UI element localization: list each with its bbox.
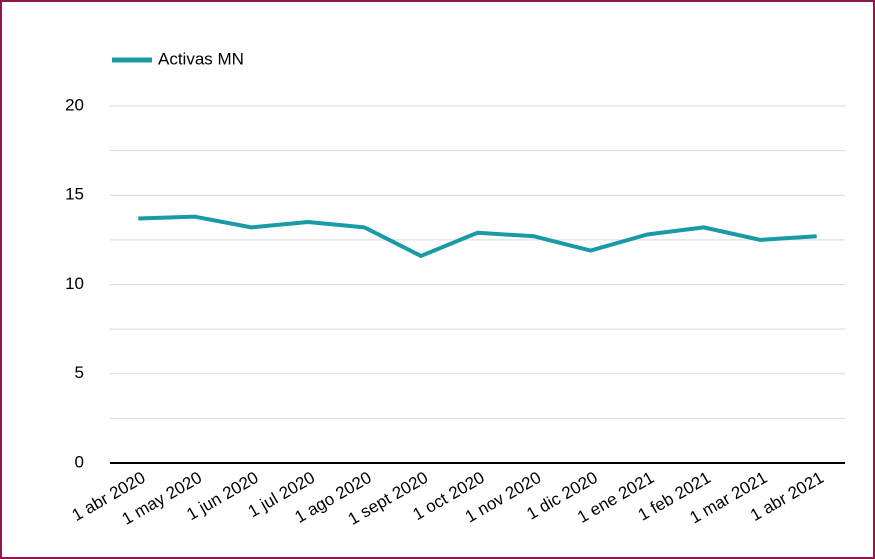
legend-label: Activas MN <box>158 49 244 68</box>
y-tick-label: 15 <box>65 185 84 204</box>
y-tick-label: 0 <box>75 452 84 471</box>
y-tick-label: 20 <box>65 95 84 114</box>
y-tick-label: 10 <box>65 274 84 293</box>
data-line <box>138 214 817 258</box>
y-tick-label: 5 <box>75 363 84 382</box>
